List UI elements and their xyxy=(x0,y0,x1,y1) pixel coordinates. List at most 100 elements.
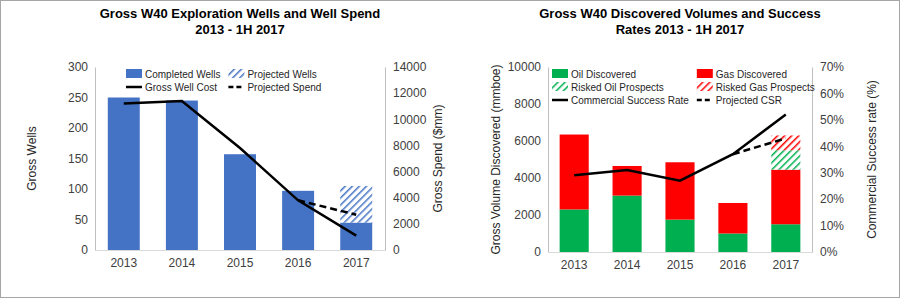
x-axis: 2013 2014 2015 2016 2017 xyxy=(549,252,813,272)
line xyxy=(733,138,786,154)
legend-item: Risked Gas Prospects xyxy=(697,82,815,93)
legend-item: Oil Discovered xyxy=(552,69,636,80)
y2-axis: 0%10%20%30%40%50%60%70% xyxy=(812,60,844,259)
tick-label: 200 xyxy=(68,121,88,135)
tick: 14000 xyxy=(385,60,427,74)
legend-swatch xyxy=(228,69,244,78)
plot-area xyxy=(560,115,801,252)
legend-item: Commercial Success Rate xyxy=(552,95,689,106)
tick-label: 250 xyxy=(68,91,88,105)
tick-label: 2014 xyxy=(169,256,196,270)
legend-item: Risked Oil Prospects xyxy=(552,82,664,93)
legend-swatch xyxy=(126,69,142,78)
bar xyxy=(771,170,800,225)
tick-label: 50% xyxy=(820,113,844,127)
legend-item: Projected CSR xyxy=(697,95,782,106)
tick-label: 0 xyxy=(534,245,541,259)
tick: 10000 xyxy=(385,113,427,127)
title-line: Gross W40 Exploration Wells and Well Spe… xyxy=(100,6,381,21)
tick-label: 2015 xyxy=(667,258,694,272)
tick: 300 xyxy=(68,60,95,74)
tick-label: 100 xyxy=(68,182,88,196)
tick-label: 60% xyxy=(820,87,844,101)
tick: 2016 xyxy=(720,252,747,272)
tick-label: 2013 xyxy=(110,256,137,270)
legend-label: Projected Wells xyxy=(247,69,316,80)
tick-label: 10% xyxy=(820,219,844,233)
x-axis: 20132014201520162017 xyxy=(96,250,386,270)
tick-label: 6000 xyxy=(393,165,420,179)
y-axis-title: Gross Volume Discovered (mmboe) xyxy=(489,64,503,254)
legend-swatch xyxy=(552,82,568,91)
tick: 2000 xyxy=(385,217,420,231)
y-axis-title: Gross Wells xyxy=(25,126,39,190)
axis-line xyxy=(812,68,813,253)
tick: 0 xyxy=(81,243,95,257)
tick-label: 2015 xyxy=(227,256,254,270)
legend-item: Projected Spend xyxy=(228,82,321,93)
bar xyxy=(665,220,694,252)
tick-label: 4000 xyxy=(514,171,541,185)
tick: 100 xyxy=(68,182,95,196)
tick: 10000 xyxy=(508,60,548,74)
tick-label: 0% xyxy=(820,245,838,259)
tick: 2013 xyxy=(110,250,137,270)
tick-label: 10000 xyxy=(393,113,427,127)
y2-axis-title: Commercial Success rate (%) xyxy=(865,80,879,239)
tick: 8000 xyxy=(385,139,420,153)
tick-label: 50 xyxy=(75,213,89,227)
legend-swatch xyxy=(552,99,568,102)
tick: 8000 xyxy=(514,97,548,111)
tick-label: 8000 xyxy=(393,139,420,153)
tick-label: 4000 xyxy=(393,191,420,205)
tick-label: 0 xyxy=(393,243,400,257)
tick: 50 xyxy=(75,213,95,227)
bar xyxy=(560,209,589,252)
tick-label: 2000 xyxy=(514,208,541,222)
tick: 0% xyxy=(812,245,838,259)
legend: Oil Discovered Gas Discovered Risked Oil P… xyxy=(552,69,815,106)
tick-label: 2013 xyxy=(561,258,588,272)
axis-line xyxy=(549,252,813,253)
title-line: 2013 - 1H 2017 xyxy=(195,22,285,37)
legend-item: Gross Well Cost xyxy=(126,82,217,93)
tick: 2015 xyxy=(227,250,254,270)
axis-line xyxy=(95,68,96,251)
frame xyxy=(1,1,900,298)
tick-label: 8000 xyxy=(514,97,541,111)
tick: 2014 xyxy=(614,252,641,272)
bar xyxy=(340,186,372,223)
tick: 200 xyxy=(68,121,95,135)
tick-label: 2016 xyxy=(285,256,312,270)
tick: 2000 xyxy=(514,208,548,222)
title: Gross W40 Discovered Volumes and Success… xyxy=(539,6,821,37)
tick: 2015 xyxy=(667,252,694,272)
legend-label: Gas Discovered xyxy=(716,69,787,80)
tick: 150 xyxy=(68,152,95,166)
legend-label: Risked Oil Prospects xyxy=(571,82,664,93)
tick: 2016 xyxy=(285,250,312,270)
tick: 0 xyxy=(534,245,548,259)
legend-item: Gas Discovered xyxy=(697,69,787,80)
tick-label: 2016 xyxy=(720,258,747,272)
chart-svg: 0 50 100 150 200 250 300 0 2000 4000 6000 8000 10000… xyxy=(0,0,900,298)
bar xyxy=(771,135,800,150)
tick-label: 70% xyxy=(820,60,844,74)
tick-label: 6000 xyxy=(514,134,541,148)
tick: 20% xyxy=(812,192,844,206)
legend-label: Oil Discovered xyxy=(571,69,636,80)
tick: 6000 xyxy=(385,165,420,179)
tick-label: 40% xyxy=(820,140,844,154)
legend-label: Gross Well Cost xyxy=(145,82,217,93)
line xyxy=(124,101,356,236)
tick: 2014 xyxy=(169,250,196,270)
legend-item: Completed Wells xyxy=(126,69,220,80)
tick-label: 0 xyxy=(81,243,88,257)
tick-label: 2017 xyxy=(772,258,799,272)
tick: 60% xyxy=(812,87,844,101)
line xyxy=(298,200,356,214)
page: 0 50 100 150 200 250 300 0 2000 4000 6000 8000 10000… xyxy=(0,0,900,298)
bar xyxy=(718,203,747,234)
tick-label: 2014 xyxy=(614,258,641,272)
legend-label: Projected CSR xyxy=(716,95,782,106)
